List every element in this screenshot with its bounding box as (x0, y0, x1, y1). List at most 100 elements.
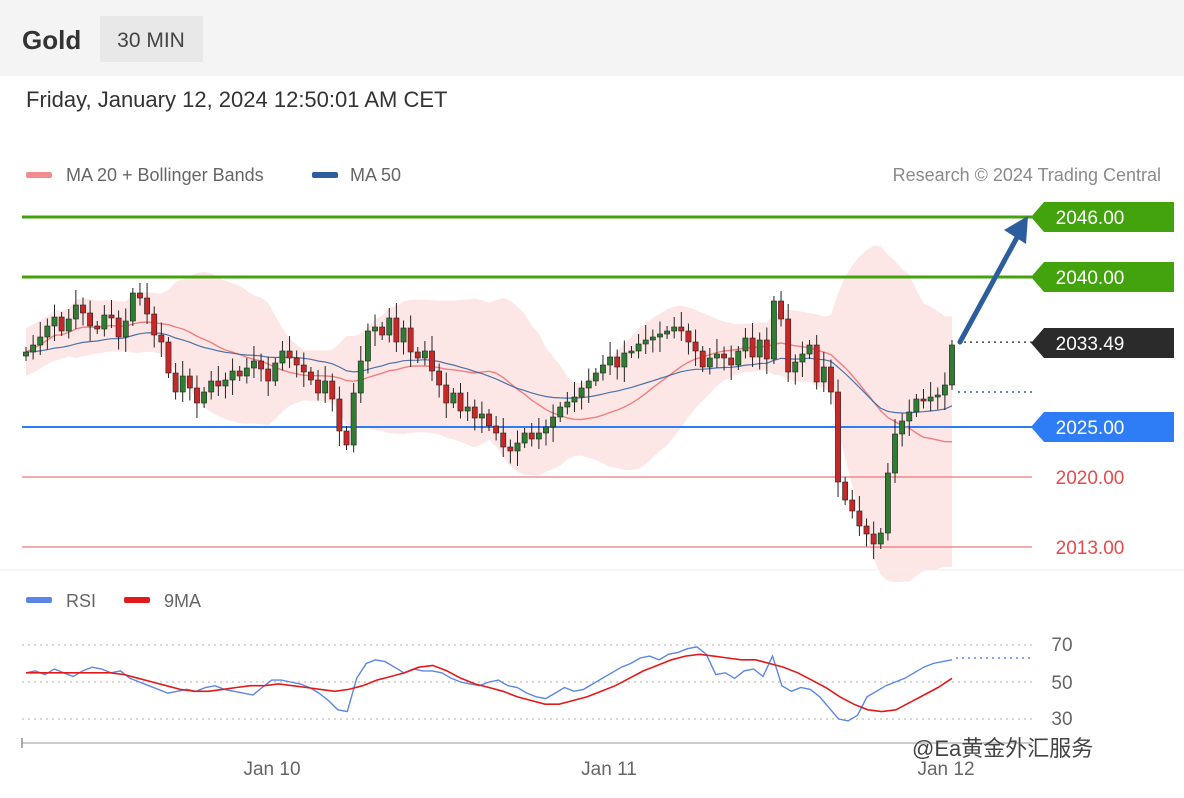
candle-body (400, 327, 407, 343)
candle-body (813, 344, 820, 383)
candle (913, 394, 920, 417)
candle-body (471, 406, 478, 419)
tag-pivot-text: 2025.00 (1056, 418, 1125, 439)
candle (884, 463, 891, 541)
candle-body (72, 304, 79, 320)
candle-body (23, 351, 29, 357)
x-label-jan12: Jan 12 (917, 759, 974, 780)
tag-r1: 2040.00 (1031, 262, 1174, 292)
candle-body (251, 360, 257, 369)
candlesticks (23, 283, 955, 559)
candle-body (763, 339, 770, 360)
candle (158, 322, 165, 357)
candle (393, 303, 400, 352)
rsi-tick-70: 70 (1051, 635, 1072, 656)
candle-body (507, 446, 514, 452)
candle (877, 528, 884, 549)
interval-label: 30 MIN (117, 29, 185, 52)
candle-body (300, 364, 307, 373)
candle-body (129, 292, 136, 322)
candle (365, 323, 371, 374)
candle (179, 361, 186, 402)
candle-body (657, 333, 663, 338)
candle (721, 346, 727, 371)
candle-body (806, 344, 813, 355)
candle-body (208, 380, 215, 393)
candle-body (158, 334, 165, 343)
candle-body (500, 432, 507, 448)
candle (265, 356, 272, 396)
candle-body (58, 316, 65, 332)
candle-body (721, 353, 727, 359)
candle-body (877, 532, 884, 545)
legend-rsi-label: RSI (66, 591, 96, 611)
candle-body (293, 357, 300, 366)
tag-current-text: 2033.49 (1056, 334, 1125, 355)
candle (706, 348, 713, 375)
candle (478, 401, 485, 433)
candle-body (820, 366, 827, 383)
watermark-text: @Ea黄金外汇服务 (912, 736, 1093, 761)
candle-body (486, 413, 492, 427)
candle-body (557, 406, 564, 418)
candle (699, 346, 706, 372)
candle-body (243, 367, 250, 377)
candle-body (906, 411, 913, 422)
candle-body (165, 341, 172, 374)
candle-body (315, 379, 321, 394)
rsi-line (25, 646, 953, 722)
rsi-tick-30: 30 (1051, 709, 1072, 730)
candle-body (258, 360, 264, 370)
tag-current: 2033.49 (1031, 328, 1174, 358)
tag-r2: 2046.00 (1031, 202, 1174, 232)
candle-body (421, 350, 428, 359)
legend-bollinger-label: MA 20 + Bollinger Bands (66, 165, 264, 185)
candle (607, 342, 613, 375)
interval-chip[interactable] (100, 16, 203, 62)
candle-body (94, 325, 101, 330)
candle-body (329, 380, 336, 400)
candle-body (493, 425, 500, 434)
candle (436, 363, 443, 398)
candle (735, 346, 742, 370)
candle-body (108, 314, 115, 319)
candle (201, 387, 207, 408)
legend-rsi-swatch (26, 597, 52, 603)
candle-body (614, 356, 621, 368)
candle (471, 399, 478, 431)
copyright-text: Research © 2024 Trading Central (893, 165, 1161, 185)
candle (614, 349, 621, 380)
candle-body (642, 339, 649, 345)
candle (243, 358, 250, 384)
candle (486, 409, 492, 431)
candle-body (535, 432, 542, 440)
candle-body (80, 304, 86, 314)
candle-body (37, 336, 44, 346)
candle (101, 305, 108, 337)
candle-body (564, 401, 571, 408)
candle-body (571, 396, 578, 403)
candle-body (692, 341, 699, 352)
candle-body (892, 433, 898, 474)
candle (685, 323, 692, 355)
candle (286, 336, 293, 368)
candle-body (429, 350, 435, 372)
candle-body (664, 330, 670, 335)
candle (429, 336, 435, 381)
candle-body (728, 357, 735, 366)
candle-body (514, 442, 521, 452)
candle (336, 386, 343, 446)
candle (828, 359, 834, 405)
candle (300, 352, 307, 387)
candle (450, 388, 457, 408)
candle-body (308, 371, 314, 381)
candle (799, 341, 806, 377)
candle (308, 367, 314, 385)
candle-body (927, 396, 934, 402)
candle-body (336, 398, 343, 432)
candle (657, 321, 663, 352)
candle-body (678, 326, 685, 332)
legend-ma50-swatch (312, 172, 338, 178)
candle-body (742, 337, 749, 352)
